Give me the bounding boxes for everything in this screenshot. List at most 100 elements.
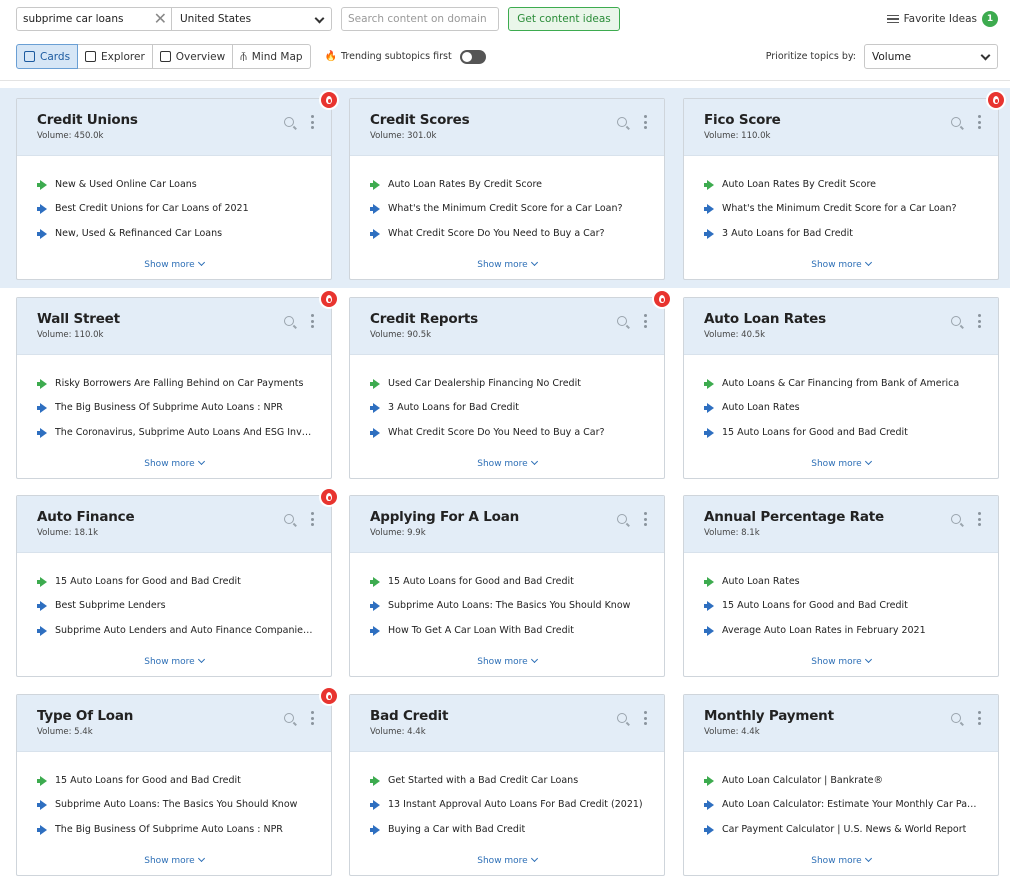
- prioritize-select[interactable]: Volume: [864, 44, 998, 69]
- topic-card[interactable]: Type Of Loan Volume: 5.4k 15 Auto Loans fo…: [16, 688, 337, 876]
- tab-mind-map[interactable]: ⫚ Mind Map: [233, 44, 311, 69]
- more-options-icon[interactable]: [311, 512, 314, 529]
- favorite-ideas-button[interactable]: Favorite Ideas 1: [886, 11, 998, 27]
- idea-item[interactable]: Auto Loans & Car Financing from Bank of …: [704, 371, 998, 396]
- search-icon[interactable]: [284, 713, 294, 723]
- topic-card[interactable]: Credit Scores Volume: 301.0k Auto Loan Rat…: [349, 98, 665, 280]
- idea-item[interactable]: What Credit Score Do You Need to Buy a C…: [370, 221, 664, 246]
- idea-item[interactable]: How To Get A Car Loan With Bad Credit: [370, 618, 664, 643]
- idea-item[interactable]: Best Credit Unions for Car Loans of 2021: [37, 197, 331, 222]
- idea-list: Get Started with a Bad Credit Car Loans 1…: [350, 752, 664, 842]
- more-options-icon[interactable]: [644, 314, 647, 331]
- show-more-link[interactable]: Show more: [17, 457, 331, 469]
- topic-card[interactable]: Applying For A Loan Volume: 9.9k 15 Auto L…: [349, 495, 665, 677]
- search-icon[interactable]: [284, 316, 294, 326]
- idea-item[interactable]: New & Used Online Car Loans: [37, 172, 331, 197]
- tab-overview[interactable]: Overview: [152, 44, 234, 69]
- idea-item[interactable]: What's the Minimum Credit Score for a Ca…: [704, 197, 998, 222]
- idea-item[interactable]: Auto Loan Rates By Credit Score: [370, 172, 664, 197]
- idea-item[interactable]: 15 Auto Loans for Good and Bad Credit: [37, 768, 331, 793]
- idea-item[interactable]: 3 Auto Loans for Bad Credit: [370, 396, 664, 421]
- idea-item[interactable]: Get Started with a Bad Credit Car Loans: [370, 768, 664, 793]
- more-options-icon[interactable]: [644, 512, 647, 529]
- more-options-icon[interactable]: [978, 115, 981, 132]
- idea-item[interactable]: New, Used & Refinanced Car Loans: [37, 221, 331, 246]
- idea-item[interactable]: Auto Loan Rates: [704, 569, 998, 594]
- show-more-link[interactable]: Show more: [684, 258, 998, 270]
- idea-item[interactable]: What's the Minimum Credit Score for a Ca…: [370, 197, 664, 222]
- idea-item[interactable]: Auto Loan Calculator | Bankrate®: [704, 768, 998, 793]
- idea-item[interactable]: Risky Borrowers Are Falling Behind on Ca…: [37, 371, 331, 396]
- show-more-link[interactable]: Show more: [17, 655, 331, 667]
- show-more-link[interactable]: Show more: [350, 258, 664, 270]
- tab-cards[interactable]: Cards: [16, 44, 79, 69]
- clear-icon[interactable]: ✕: [153, 9, 167, 28]
- keyword-input[interactable]: subprime car loans ✕: [16, 7, 172, 31]
- idea-item[interactable]: Auto Loan Rates By Credit Score: [704, 172, 998, 197]
- search-icon[interactable]: [284, 117, 294, 127]
- show-more-link[interactable]: Show more: [684, 854, 998, 866]
- domain-search-input[interactable]: [341, 7, 499, 31]
- show-more-link[interactable]: Show more: [350, 655, 664, 667]
- idea-title: Auto Loan Calculator | Bankrate®: [722, 774, 884, 786]
- idea-item[interactable]: 3 Auto Loans for Bad Credit: [704, 221, 998, 246]
- idea-item[interactable]: Auto Loan Rates: [704, 396, 998, 421]
- tab-label: Explorer: [101, 50, 145, 63]
- more-options-icon[interactable]: [644, 115, 647, 132]
- more-options-icon[interactable]: [978, 711, 981, 728]
- idea-item[interactable]: What Credit Score Do You Need to Buy a C…: [370, 420, 664, 445]
- card-header: Credit Scores Volume: 301.0k: [350, 99, 664, 156]
- search-icon[interactable]: [617, 316, 627, 326]
- idea-item[interactable]: 15 Auto Loans for Good and Bad Credit: [370, 569, 664, 594]
- more-options-icon[interactable]: [311, 115, 314, 132]
- search-icon[interactable]: [951, 514, 961, 524]
- idea-item[interactable]: 13 Instant Approval Auto Loans For Bad C…: [370, 793, 664, 818]
- idea-item[interactable]: Car Payment Calculator | U.S. News & Wor…: [704, 817, 998, 842]
- idea-item[interactable]: 15 Auto Loans for Good and Bad Credit: [704, 594, 998, 619]
- topic-card[interactable]: Bad Credit Volume: 4.4k Get Started with a…: [349, 694, 665, 876]
- trending-toggle[interactable]: [459, 49, 486, 64]
- idea-item[interactable]: Subprime Auto Lenders and Auto Finance C…: [37, 618, 331, 643]
- topic-card[interactable]: Wall Street Volume: 110.0k Risky Borrowers…: [16, 291, 337, 479]
- idea-item[interactable]: Used Car Dealership Financing No Credit: [370, 371, 664, 396]
- idea-item[interactable]: Subprime Auto Loans: The Basics You Shou…: [37, 793, 331, 818]
- topic-card[interactable]: Credit Unions Volume: 450.0k New & Used On…: [16, 92, 337, 280]
- more-options-icon[interactable]: [644, 711, 647, 728]
- search-icon[interactable]: [284, 514, 294, 524]
- topic-card[interactable]: Monthly Payment Volume: 4.4k Auto Loan Cal…: [683, 694, 999, 876]
- idea-item[interactable]: Auto Loan Calculator: Estimate Your Mont…: [704, 793, 998, 818]
- search-icon[interactable]: [617, 713, 627, 723]
- country-select[interactable]: United States: [172, 7, 332, 31]
- search-icon[interactable]: [951, 316, 961, 326]
- more-options-icon[interactable]: [311, 711, 314, 728]
- idea-item[interactable]: The Big Business Of Subprime Auto Loans …: [37, 396, 331, 421]
- search-icon[interactable]: [951, 117, 961, 127]
- tab-explorer[interactable]: Explorer: [78, 44, 153, 69]
- topic-card[interactable]: Annual Percentage Rate Volume: 8.1k Auto L…: [683, 495, 999, 677]
- more-options-icon[interactable]: [978, 314, 981, 331]
- show-more-link[interactable]: Show more: [17, 258, 331, 270]
- more-options-icon[interactable]: [311, 314, 314, 331]
- search-icon[interactable]: [617, 514, 627, 524]
- topic-card[interactable]: Credit Reports Volume: 90.5k Used Car Deal…: [349, 291, 670, 479]
- search-icon[interactable]: [951, 713, 961, 723]
- more-options-icon[interactable]: [978, 512, 981, 529]
- idea-item[interactable]: 15 Auto Loans for Good and Bad Credit: [704, 420, 998, 445]
- idea-item[interactable]: Best Subprime Lenders: [37, 594, 331, 619]
- idea-item[interactable]: Average Auto Loan Rates in February 2021: [704, 618, 998, 643]
- show-more-link[interactable]: Show more: [350, 854, 664, 866]
- get-content-ideas-button[interactable]: Get content ideas: [508, 7, 620, 31]
- idea-item[interactable]: Subprime Auto Loans: The Basics You Shou…: [370, 594, 664, 619]
- search-icon[interactable]: [617, 117, 627, 127]
- show-more-link[interactable]: Show more: [684, 655, 998, 667]
- idea-item[interactable]: The Coronavirus, Subprime Auto Loans And…: [37, 420, 331, 445]
- show-more-link[interactable]: Show more: [17, 854, 331, 866]
- idea-item[interactable]: Buying a Car with Bad Credit: [370, 817, 664, 842]
- topic-card[interactable]: Auto Loan Rates Volume: 40.5k Auto Loans &…: [683, 297, 999, 479]
- idea-item[interactable]: 15 Auto Loans for Good and Bad Credit: [37, 569, 331, 594]
- topic-card[interactable]: Fico Score Volume: 110.0k Auto Loan Rates …: [683, 92, 1004, 280]
- topic-card[interactable]: Auto Finance Volume: 18.1k 15 Auto Loans f…: [16, 489, 337, 677]
- show-more-link[interactable]: Show more: [350, 457, 664, 469]
- show-more-link[interactable]: Show more: [684, 457, 998, 469]
- idea-item[interactable]: The Big Business Of Subprime Auto Loans …: [37, 817, 331, 842]
